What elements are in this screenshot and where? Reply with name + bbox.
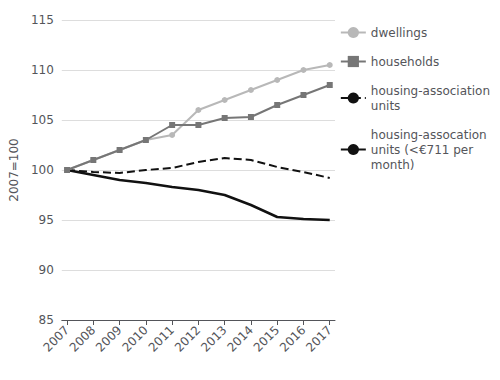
svg-text:2014: 2014 xyxy=(224,323,255,354)
svg-text:housing-association: housing-association xyxy=(371,84,490,98)
svg-text:2017: 2017 xyxy=(303,323,334,354)
svg-text:105: 105 xyxy=(31,113,54,127)
svg-text:2011: 2011 xyxy=(146,323,177,354)
svg-text:90: 90 xyxy=(39,263,54,277)
svg-text:2016: 2016 xyxy=(277,323,308,354)
svg-text:2010: 2010 xyxy=(119,323,150,354)
svg-text:2009: 2009 xyxy=(93,323,124,354)
svg-text:2013: 2013 xyxy=(198,323,229,354)
svg-text:115: 115 xyxy=(31,13,54,27)
svg-text:households: households xyxy=(371,55,439,69)
svg-text:2007: 2007 xyxy=(41,323,72,354)
svg-text:2015: 2015 xyxy=(251,323,282,354)
svg-text:2008: 2008 xyxy=(67,323,98,354)
svg-text:110: 110 xyxy=(31,63,54,77)
svg-text:2007=100: 2007=100 xyxy=(7,138,21,202)
svg-text:85: 85 xyxy=(39,313,54,327)
svg-text:dwellings: dwellings xyxy=(371,26,427,40)
svg-text:100: 100 xyxy=(31,163,54,177)
svg-text:2012: 2012 xyxy=(172,323,203,354)
svg-text:housing-assocation: housing-assocation xyxy=(371,128,487,142)
svg-text:units (<€711 per: units (<€711 per xyxy=(371,143,473,157)
svg-text:95: 95 xyxy=(39,213,54,227)
svg-text:units: units xyxy=(371,99,401,113)
svg-text:month): month) xyxy=(371,158,415,172)
